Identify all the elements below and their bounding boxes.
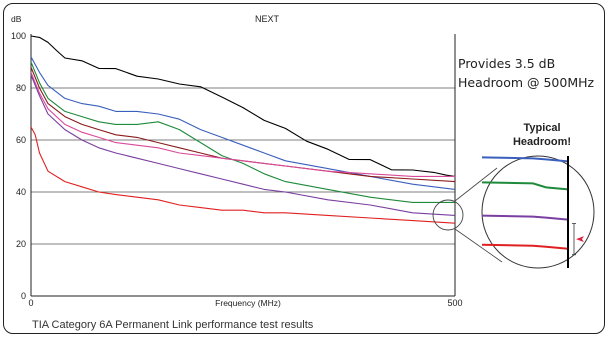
connector-line-bottom (454, 228, 503, 263)
y-tick-label-0: 0 (21, 291, 26, 301)
x-axis-label: Frequency (MHz) (215, 298, 281, 308)
connector-line-top (454, 167, 498, 202)
y-tick-label-60: 60 (16, 135, 26, 145)
magnified-line-green (481, 181, 569, 191)
x-tick-label-500: 500 (447, 298, 462, 308)
headroom-note-line-2: Headroom @ 500MHz (458, 75, 595, 90)
typical-label-line-2: Headroom! (512, 136, 572, 148)
y-tick-label-80: 80 (16, 83, 26, 93)
typical-label-line-1: Typical (523, 122, 561, 134)
headroom-note-line-1: Provides 3.5 dB (458, 56, 556, 71)
magnified-line-blue (481, 156, 569, 163)
series-line-purple (30, 74, 456, 216)
chart-caption: TIA Category 6A Permanent Link performan… (32, 319, 314, 331)
typical-headroom-label: Typical Headroom! (494, 121, 590, 149)
series-line-red (30, 126, 456, 224)
series-line-pink (30, 72, 455, 177)
y-tick-label-100: 100 (11, 31, 26, 41)
y-tick-label-40: 40 (16, 187, 26, 197)
headroom-arrow-icon (576, 236, 584, 243)
chart-title: NEXT (255, 14, 280, 24)
series-line-brown (30, 66, 456, 183)
focus-circle (432, 199, 464, 231)
y-axis-label: dB (11, 14, 22, 24)
magnifier-circle (481, 155, 595, 269)
series-line-black (30, 35, 456, 177)
magnified-line-red (481, 243, 569, 250)
series-line-blue (30, 56, 456, 190)
series-line-green (30, 61, 455, 203)
x-tick-label-0: 0 (28, 298, 33, 308)
y-tick-label-20: 20 (16, 239, 26, 249)
magnified-line-purple (481, 214, 569, 221)
